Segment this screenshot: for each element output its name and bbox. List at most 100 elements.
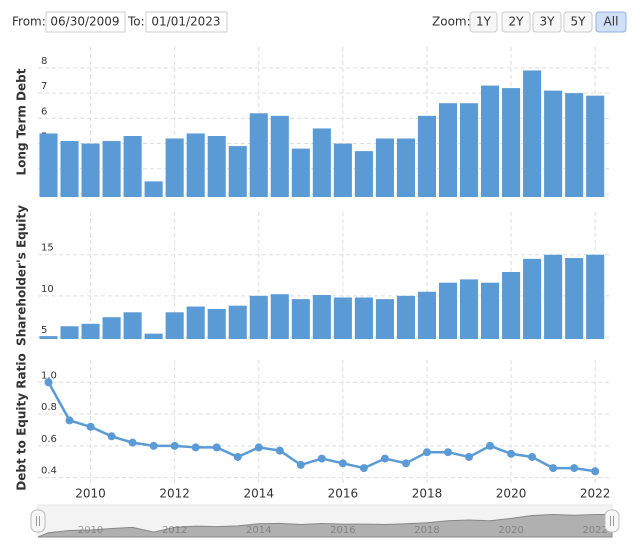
bar <box>523 258 542 339</box>
zoom-button[interactable] <box>595 11 627 33</box>
y-tick-label: 1.0 <box>41 370 57 381</box>
point <box>422 448 431 457</box>
bar <box>207 135 226 197</box>
point <box>44 378 53 387</box>
point <box>296 460 305 469</box>
y-tick-label: 10 <box>41 284 54 295</box>
bar <box>60 326 79 339</box>
navigator-handle[interactable] <box>30 509 46 533</box>
point <box>233 452 242 461</box>
navigator-label: 2016 <box>330 525 355 536</box>
point <box>591 467 600 476</box>
point <box>128 438 137 447</box>
y-tick-label: 0.8 <box>41 402 57 413</box>
point <box>359 464 368 473</box>
bar <box>270 294 289 339</box>
point <box>338 459 347 468</box>
point <box>570 464 579 473</box>
to-input[interactable] <box>145 11 228 33</box>
zoom-label: Zoom: <box>432 15 471 29</box>
bar <box>102 317 121 339</box>
point <box>486 441 495 450</box>
bar <box>459 103 479 197</box>
point <box>507 449 516 458</box>
zoom-button-label[interactable]: 2Y <box>509 15 525 29</box>
bar <box>544 254 563 339</box>
zoom-button[interactable] <box>501 11 531 33</box>
y-axis-title: Shareholder's Equity <box>15 205 29 346</box>
zoom-button-label[interactable]: All <box>604 15 619 29</box>
y-tick-label: 7 <box>41 81 47 92</box>
bar <box>354 297 373 339</box>
bar <box>39 133 58 197</box>
bar <box>565 93 584 197</box>
navigator-label: 2022 <box>582 525 607 536</box>
zoom-button[interactable] <box>469 11 498 33</box>
from-label: From: <box>12 15 46 29</box>
bar <box>81 143 100 197</box>
from-value[interactable]: 06/30/2009 <box>50 15 119 29</box>
navigator-label: 2012 <box>162 525 187 536</box>
point <box>191 443 200 452</box>
bar <box>354 151 373 197</box>
bar <box>228 305 247 339</box>
zoom-button[interactable] <box>532 11 562 33</box>
bar <box>144 333 163 339</box>
from-input[interactable] <box>45 11 126 33</box>
point <box>254 443 263 452</box>
bar <box>312 128 331 197</box>
y-tick-label: 5 <box>41 325 47 336</box>
point <box>107 432 116 441</box>
bar <box>565 258 584 339</box>
navigator-label: 2014 <box>246 525 271 536</box>
x-tick-label: 2014 <box>243 487 274 501</box>
bar <box>375 299 394 339</box>
bar <box>417 291 437 339</box>
x-tick-label: 2022 <box>580 487 611 501</box>
bar <box>438 103 458 197</box>
navigator-series <box>37 514 613 538</box>
bar <box>375 138 394 197</box>
bar <box>481 85 500 197</box>
bar <box>396 138 415 197</box>
to-label: To: <box>127 15 145 29</box>
bar <box>586 254 605 339</box>
bar <box>186 133 205 197</box>
bar <box>81 323 100 339</box>
point <box>65 416 74 425</box>
point <box>212 443 221 452</box>
bar <box>291 148 310 197</box>
point <box>149 441 158 450</box>
bar <box>186 306 205 339</box>
point <box>317 454 326 463</box>
y-tick-label: 15 <box>41 243 54 254</box>
navigator-label: 2010 <box>78 525 103 536</box>
navigator-label: 2018 <box>414 525 439 536</box>
bar <box>312 295 331 339</box>
bar <box>165 312 184 339</box>
x-tick-label: 2018 <box>412 487 443 501</box>
bar <box>60 141 79 197</box>
navigator-label: 2020 <box>498 525 523 536</box>
bar <box>481 282 500 339</box>
zoom-button[interactable] <box>563 11 593 33</box>
navigator-handle[interactable] <box>604 509 620 533</box>
zoom-button-label[interactable]: 5Y <box>571 15 587 29</box>
bar <box>459 279 479 339</box>
bar <box>144 181 163 197</box>
bar <box>165 138 184 197</box>
point <box>170 441 179 450</box>
bar <box>333 297 352 339</box>
bar <box>333 143 352 197</box>
zoom-button-label[interactable]: 1Y <box>476 15 492 29</box>
x-tick-label: 2020 <box>496 487 527 501</box>
bar <box>249 113 268 197</box>
point <box>401 459 410 468</box>
point <box>275 446 284 455</box>
to-value[interactable]: 01/01/2023 <box>151 15 220 29</box>
x-tick-label: 2010 <box>75 487 106 501</box>
bar <box>396 295 415 339</box>
zoom-button-label[interactable]: 3Y <box>540 15 556 29</box>
